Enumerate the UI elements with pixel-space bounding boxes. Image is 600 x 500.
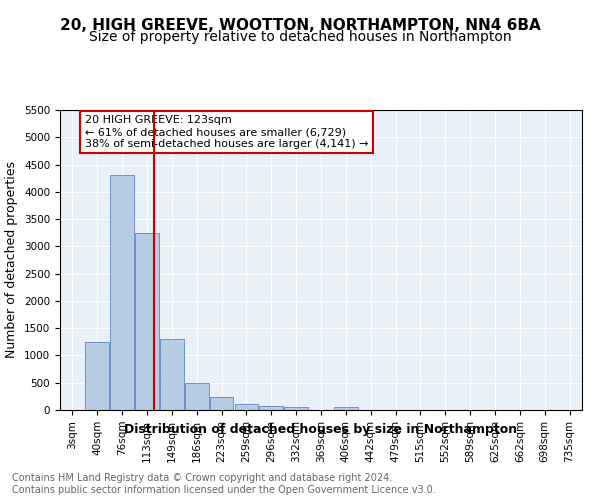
- Bar: [135, 232, 159, 410]
- Text: Size of property relative to detached houses in Northampton: Size of property relative to detached ho…: [89, 30, 511, 44]
- Bar: [85, 342, 109, 410]
- Text: Distribution of detached houses by size in Northampton: Distribution of detached houses by size …: [124, 422, 518, 436]
- Text: Contains HM Land Registry data © Crown copyright and database right 2024.
Contai: Contains HM Land Registry data © Crown c…: [12, 474, 436, 495]
- Text: 20, HIGH GREEVE, WOOTTON, NORTHAMPTON, NN4 6BA: 20, HIGH GREEVE, WOOTTON, NORTHAMPTON, N…: [59, 18, 541, 32]
- Bar: [284, 406, 308, 410]
- Y-axis label: Number of detached properties: Number of detached properties: [5, 162, 19, 358]
- Bar: [185, 382, 209, 410]
- Bar: [110, 176, 134, 410]
- Text: 20 HIGH GREEVE: 123sqm
← 61% of detached houses are smaller (6,729)
38% of semi-: 20 HIGH GREEVE: 123sqm ← 61% of detached…: [85, 116, 368, 148]
- Bar: [259, 406, 283, 410]
- Bar: [210, 398, 233, 410]
- Bar: [334, 406, 358, 410]
- Bar: [160, 339, 184, 410]
- Bar: [235, 404, 258, 410]
